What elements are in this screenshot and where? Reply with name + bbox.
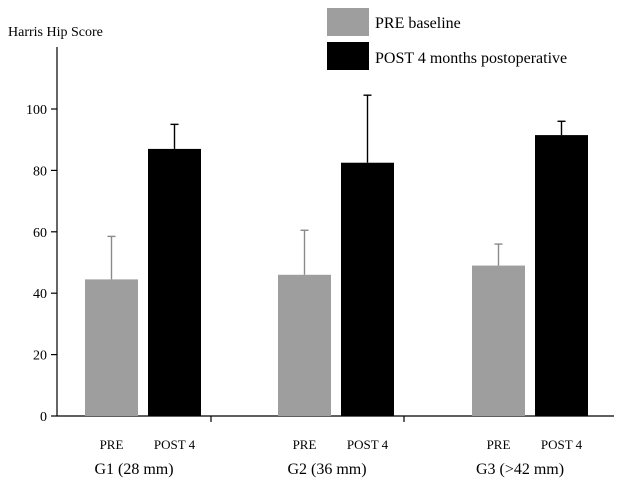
x-axis-ticks xyxy=(210,416,405,422)
group-label: G1 (28 mm) xyxy=(94,461,173,478)
legend: PRE baseline POST 4 months postoperative xyxy=(327,8,567,70)
y-tick-label: 80 xyxy=(33,164,47,179)
group-label: G3 (>42 mm) xyxy=(476,461,564,478)
y-axis-label: Harris Hip Score xyxy=(8,25,103,40)
legend-label-pre: PRE baseline xyxy=(375,15,461,32)
legend-swatch-post xyxy=(327,42,369,70)
y-axis-ticks: 0 20 40 60 80 100 xyxy=(26,103,57,425)
y-tick-label: 60 xyxy=(33,226,47,241)
bar-category-label: PRE xyxy=(487,437,511,452)
bar-pre xyxy=(85,279,138,416)
y-tick-label: 0 xyxy=(40,410,47,425)
legend-swatch-pre xyxy=(327,8,369,36)
bar-post xyxy=(148,148,201,416)
bar-post xyxy=(535,135,588,416)
bar-pre xyxy=(278,274,331,416)
y-tick-label: 20 xyxy=(33,349,47,364)
bar-category-label: PRE xyxy=(100,437,124,452)
y-tick-label: 100 xyxy=(26,103,47,118)
y-tick-label: 40 xyxy=(33,287,47,302)
bar-pre xyxy=(472,265,525,416)
bars xyxy=(85,94,588,416)
bar-category-label: POST 4 xyxy=(347,437,389,452)
bar-category-label: POST 4 xyxy=(541,437,583,452)
group-label: G2 (36 mm) xyxy=(287,461,366,478)
legend-label-post: POST 4 months postoperative xyxy=(375,50,567,67)
x-axis-labels: PRE POST 4 G1 (28 mm) PRE POST 4 G2 (36 mm) PR… xyxy=(94,437,582,478)
bar-category-label: POST 4 xyxy=(154,437,196,452)
bar-category-label: PRE xyxy=(293,437,317,452)
bar-post xyxy=(341,162,394,416)
